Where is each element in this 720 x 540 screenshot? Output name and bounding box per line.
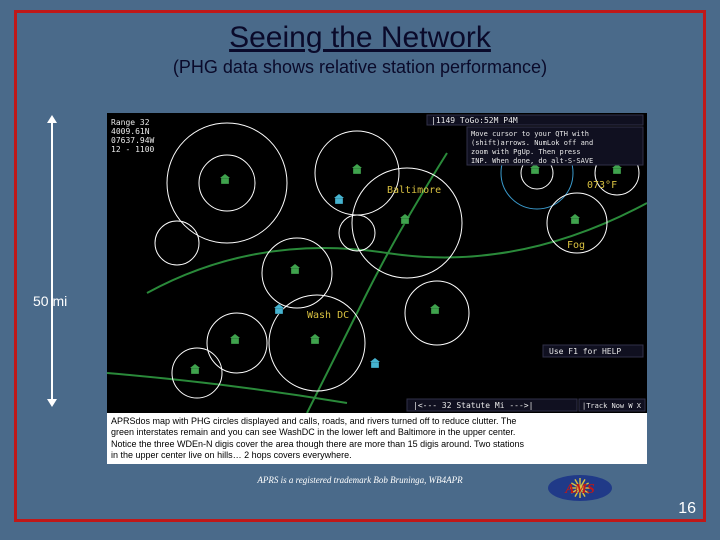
slide-title: Seeing the Network xyxy=(17,21,703,55)
svg-text:12 - 1100: 12 - 1100 xyxy=(111,145,155,154)
aprs-map: Baltimore Fog 073°F Wash DC Range 324009.61N… xyxy=(107,113,647,413)
svg-text:07637.94W: 07637.94W xyxy=(111,136,155,145)
svg-text:Fog: Fog xyxy=(567,240,585,251)
svg-text:Baltimore: Baltimore xyxy=(387,185,441,196)
svg-text:zoom with PgUp. Then press: zoom with PgUp. Then press xyxy=(471,148,581,156)
svg-text:|Track Now W X: |Track Now W X xyxy=(582,402,642,410)
svg-text:073°F: 073°F xyxy=(587,180,617,191)
svg-text:Wash DC: Wash DC xyxy=(307,310,349,321)
svg-text:INP. When done, do alt-S-SAVE: INP. When done, do alt-S-SAVE xyxy=(471,157,593,165)
svg-text:Move cursor to your QTH with: Move cursor to your QTH with xyxy=(471,130,589,138)
slide-subtitle: (PHG data shows relative station perform… xyxy=(17,57,703,78)
scale-label: 50 mi xyxy=(33,293,67,309)
svg-text:Use F1 for HELP: Use F1 for HELP xyxy=(549,347,621,356)
scale-arrow xyxy=(51,121,53,401)
org-logo: AMS xyxy=(545,473,615,503)
svg-text:|1149 ToGo:52M P4M: |1149 ToGo:52M P4M xyxy=(431,116,518,125)
svg-text:Range 32: Range 32 xyxy=(111,118,150,127)
slide-frame: Seeing the Network (PHG data shows relat… xyxy=(14,10,706,522)
page-number: 16 xyxy=(678,500,696,518)
svg-text:(shift)arrows. NumLok off and: (shift)arrows. NumLok off and xyxy=(471,139,593,147)
svg-text:AMS: AMS xyxy=(564,482,595,497)
map-container: Baltimore Fog 073°F Wash DC Range 324009.61N… xyxy=(107,113,647,464)
svg-text:|<--- 32 Statute Mi --->|: |<--- 32 Statute Mi --->| xyxy=(413,401,533,410)
svg-text:4009.61N: 4009.61N xyxy=(111,127,150,136)
map-caption: APRSdos map with PHG circles displayed a… xyxy=(107,413,647,464)
